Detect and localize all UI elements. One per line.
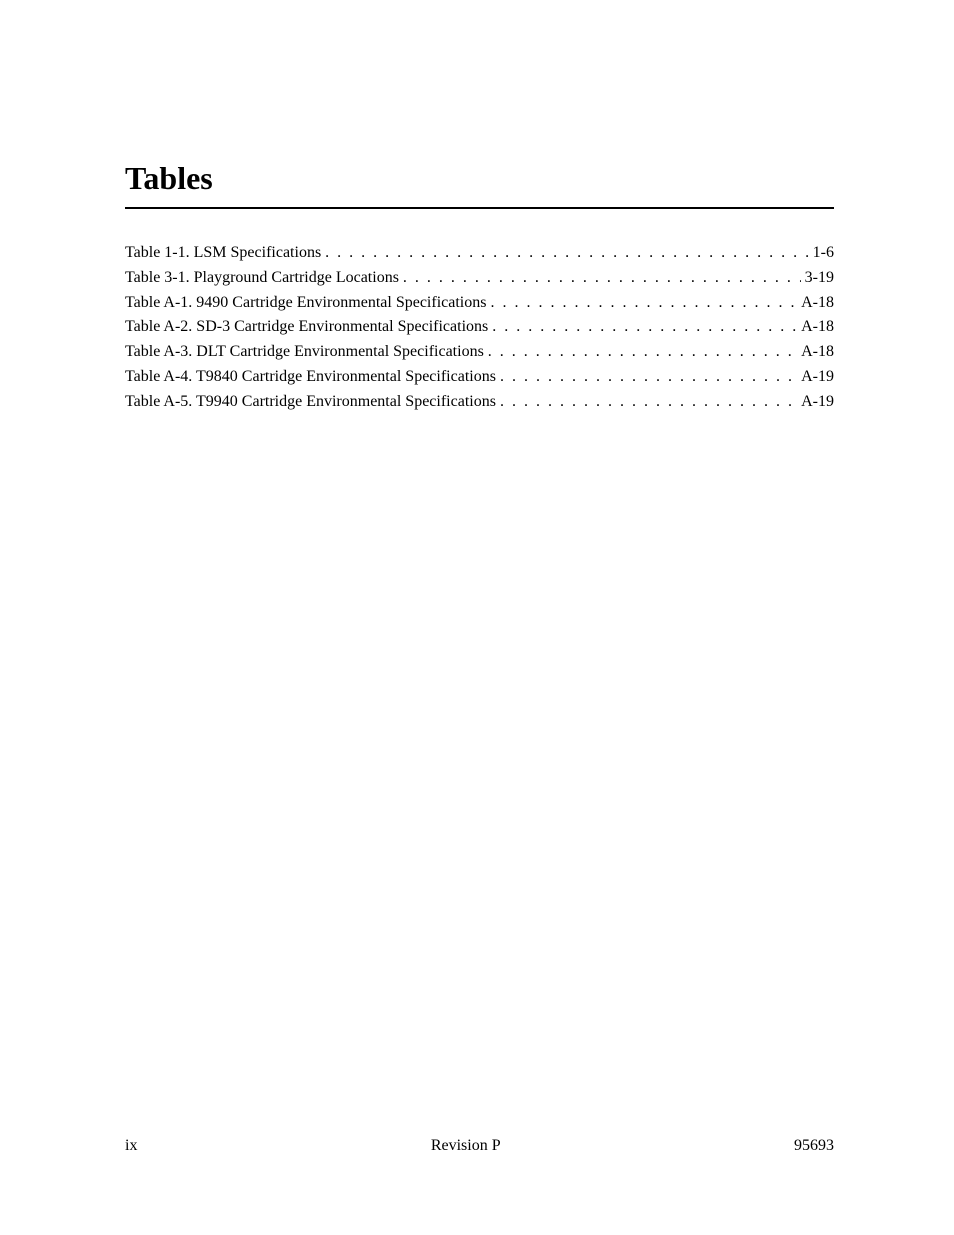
toc-entry-label: Table A-1. 9490 Cartridge Environmental … xyxy=(125,291,486,316)
toc-entry-page: A-18 xyxy=(801,340,834,365)
toc-entry-label: Table 1-1. LSM Specifications xyxy=(125,241,321,266)
footer-doc-number: 95693 xyxy=(794,1137,834,1155)
toc-entry-page: 1-6 xyxy=(813,241,834,266)
toc-entry: Table A-5. T9940 Cartridge Environmental… xyxy=(125,390,834,415)
toc-dot-leader xyxy=(403,266,801,291)
toc-entry-label: Table 3-1. Playground Cartridge Location… xyxy=(125,266,399,291)
toc-entry-label: Table A-4. T9840 Cartridge Environmental… xyxy=(125,365,496,390)
toc-dot-leader xyxy=(325,241,809,266)
toc-dot-leader xyxy=(500,390,797,415)
page-footer: ix Revision P 95693 xyxy=(125,1137,834,1155)
tables-toc-list: Table 1-1. LSM Specifications 1-6 Table … xyxy=(125,241,834,415)
toc-entry-page: 3-19 xyxy=(805,266,834,291)
toc-entry-page: A-18 xyxy=(801,291,834,316)
toc-entry-page: A-19 xyxy=(801,365,834,390)
footer-revision: Revision P xyxy=(431,1137,501,1155)
toc-entry: Table 1-1. LSM Specifications 1-6 xyxy=(125,241,834,266)
toc-entry: Table A-1. 9490 Cartridge Environmental … xyxy=(125,291,834,316)
section-title: Tables xyxy=(125,160,834,197)
toc-dot-leader xyxy=(500,365,797,390)
toc-dot-leader xyxy=(492,315,797,340)
footer-page-number: ix xyxy=(125,1137,137,1155)
toc-entry: Table 3-1. Playground Cartridge Location… xyxy=(125,266,834,291)
toc-entry: Table A-2. SD-3 Cartridge Environmental … xyxy=(125,315,834,340)
toc-entry: Table A-4. T9840 Cartridge Environmental… xyxy=(125,365,834,390)
page-content: Tables Table 1-1. LSM Specifications 1-6… xyxy=(0,0,954,415)
toc-dot-leader xyxy=(488,340,797,365)
toc-entry-page: A-18 xyxy=(801,315,834,340)
toc-entry-label: Table A-3. DLT Cartridge Environmental S… xyxy=(125,340,484,365)
toc-entry-label: Table A-2. SD-3 Cartridge Environmental … xyxy=(125,315,488,340)
toc-entry: Table A-3. DLT Cartridge Environmental S… xyxy=(125,340,834,365)
section-divider xyxy=(125,207,834,209)
toc-entry-label: Table A-5. T9940 Cartridge Environmental… xyxy=(125,390,496,415)
toc-entry-page: A-19 xyxy=(801,390,834,415)
toc-dot-leader xyxy=(490,291,797,316)
